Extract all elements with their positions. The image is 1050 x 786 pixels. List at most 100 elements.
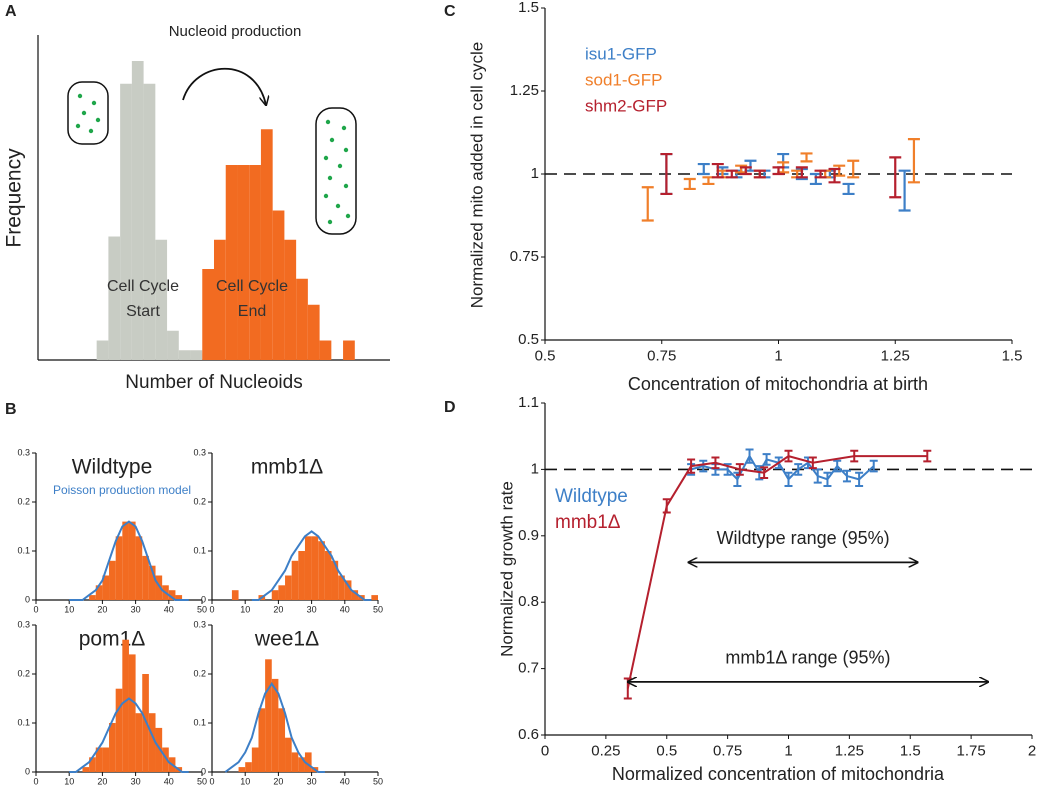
error-bar (923, 449, 932, 463)
bar (115, 688, 123, 772)
x-tick-label: 0 (33, 604, 38, 614)
x-tick-label: 0 (209, 604, 214, 614)
y-tick-label: 0 (201, 594, 206, 604)
panel-letter: D (444, 399, 456, 416)
y-tick-label: 0.1 (193, 717, 206, 727)
bar (135, 713, 143, 772)
bar (143, 83, 156, 360)
x-tick-label: 10 (64, 604, 74, 614)
y-tick-label: 0.1 (193, 545, 206, 555)
bar (109, 723, 116, 772)
error-bar (814, 169, 827, 179)
legend-entry: Wildtype (555, 486, 628, 507)
x-axis-label: Number of Nucleoids (125, 372, 302, 393)
panel-letter: A (5, 3, 17, 20)
error-bar (762, 453, 771, 466)
error-bar (898, 169, 911, 212)
bar (202, 269, 214, 360)
bar (95, 747, 103, 772)
x-tick-label: 0.25 (591, 742, 620, 759)
error-bar (662, 498, 671, 514)
range-label: mmb1Δ range (95%) (725, 648, 890, 668)
error-bar (850, 449, 859, 463)
x-tick-label: 50 (373, 604, 383, 614)
bar (178, 350, 191, 360)
bar (89, 757, 96, 772)
production-arrow (182, 68, 266, 105)
bar (82, 767, 90, 772)
bar (131, 61, 144, 360)
error-bar (711, 162, 724, 179)
bar (304, 536, 312, 600)
bar (148, 565, 156, 600)
cell-small (67, 81, 109, 145)
x-tick-label: 50 (373, 776, 383, 786)
bar (135, 536, 143, 600)
bar (291, 560, 299, 600)
chart-title: pom1Δ (79, 628, 146, 651)
bar (122, 639, 129, 772)
bar (102, 575, 110, 600)
error-bar (833, 459, 842, 473)
error-bar (808, 456, 817, 470)
x-tick-label: 30 (307, 604, 317, 614)
y-tick-label: 0.3 (17, 619, 30, 629)
error-bar (889, 156, 902, 199)
y-tick-label: 0.2 (193, 668, 206, 678)
y-tick-label: 1.25 (510, 82, 539, 99)
y-tick-label: 0.5 (518, 331, 539, 348)
x-tick-label: 10 (240, 604, 250, 614)
bar (324, 551, 332, 600)
annotation: Poisson production model (53, 483, 191, 497)
model-curve (224, 682, 325, 773)
model-curve (251, 530, 372, 601)
bar (128, 521, 136, 600)
panel-letter: C (444, 3, 456, 20)
model-curve (69, 520, 189, 601)
y-axis-label: Normalized growth rate (497, 481, 516, 657)
x-tick-label: 0 (209, 776, 214, 786)
x-tick-label: 0.5 (656, 742, 677, 759)
bar (271, 590, 279, 600)
error-bar (745, 448, 754, 464)
bar (296, 278, 308, 360)
y-tick-label: 0 (201, 766, 206, 776)
x-tick-label: 1.75 (957, 742, 986, 759)
y-tick-label: 0.75 (510, 248, 539, 265)
x-tick-label: 1.25 (835, 742, 864, 759)
bar (168, 590, 176, 600)
y-tick-label: 0.7 (518, 660, 539, 677)
cell-large (315, 107, 357, 235)
bar (260, 129, 273, 360)
x-tick-label: 20 (273, 604, 283, 614)
bar (258, 708, 266, 772)
error-bar (795, 166, 808, 179)
y-axis-label: Normalized mito added in cell cycle (467, 42, 486, 308)
x-tick-label: 30 (307, 776, 317, 786)
bar (155, 727, 163, 772)
x-tick-label: 1.25 (881, 347, 910, 364)
error-bar (907, 138, 920, 184)
x-tick-label: 20 (97, 776, 107, 786)
model-curve (69, 697, 189, 773)
error-bar (772, 166, 785, 176)
x-tick-label: 50 (197, 604, 207, 614)
x-tick-label: 0.5 (535, 347, 556, 364)
bar (237, 165, 250, 360)
y-tick-label: 0.3 (193, 619, 206, 629)
x-tick-label: 30 (131, 604, 141, 614)
bar (319, 340, 332, 360)
y-tick-label: 0 (25, 766, 30, 776)
x-tick-label: 10 (240, 776, 250, 786)
y-tick-label: 0.3 (193, 447, 206, 457)
bar (338, 575, 345, 600)
chart-title: Wildtype (72, 456, 153, 479)
bar (128, 654, 136, 772)
legend-entry: mmb1Δ (555, 512, 621, 533)
bar (351, 590, 359, 600)
series-label: Start (126, 303, 160, 320)
error-bar (641, 186, 654, 222)
y-tick-label: 0.2 (17, 496, 30, 506)
error-bar (699, 459, 708, 473)
bar (271, 678, 279, 772)
